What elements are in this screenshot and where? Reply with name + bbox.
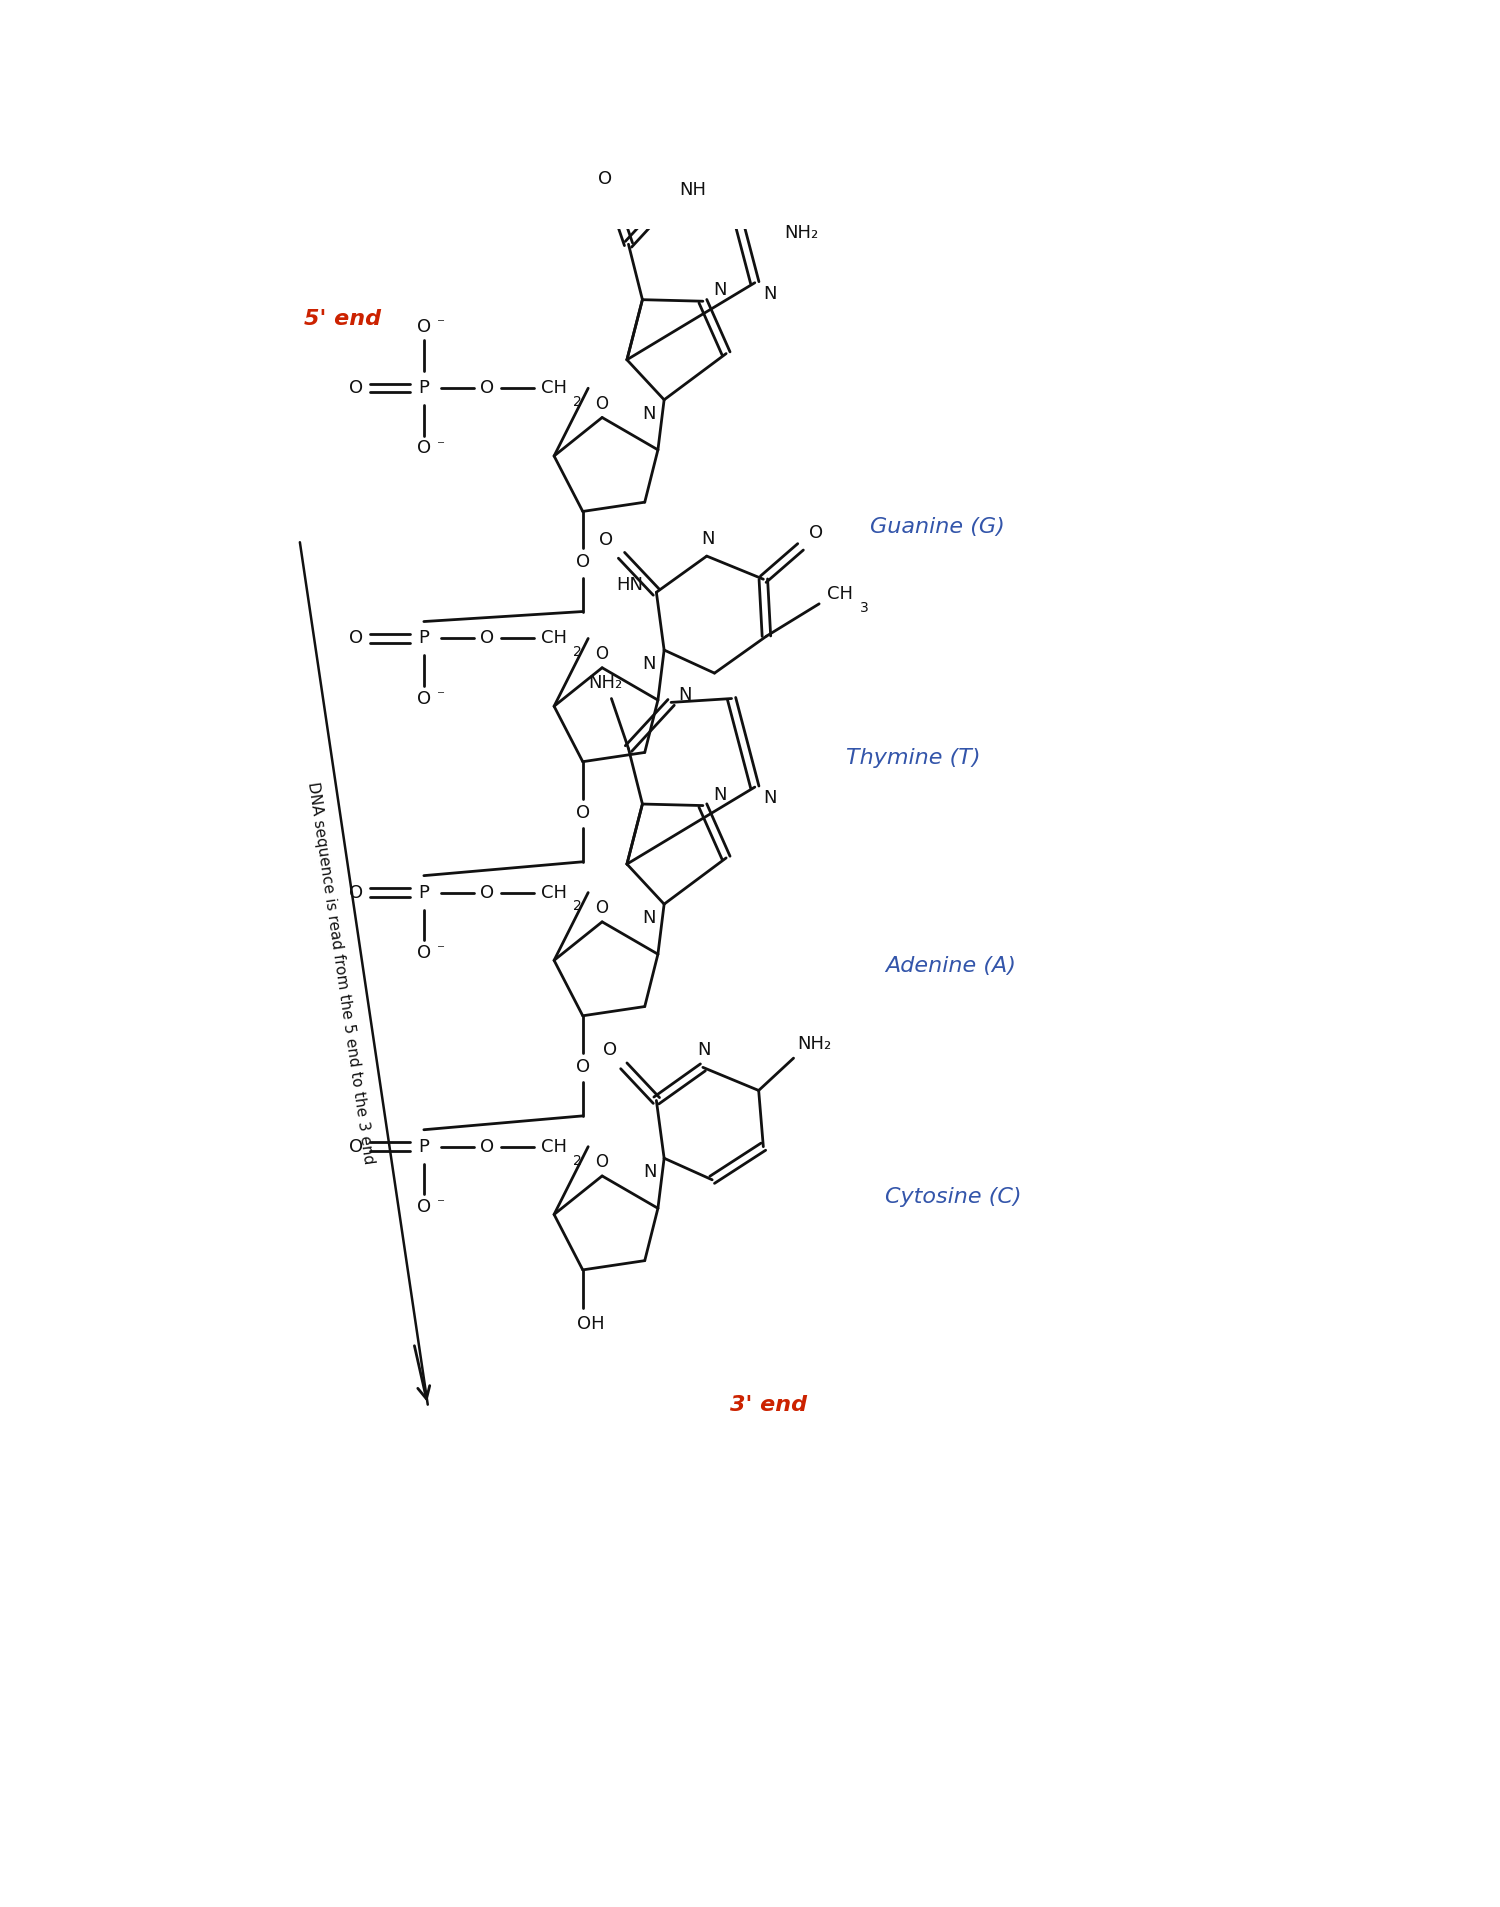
Text: Guanine (G): Guanine (G) [870,517,1005,538]
Text: N: N [642,910,656,927]
Text: 2: 2 [573,395,582,410]
Text: N: N [712,786,726,803]
Text: O: O [417,318,430,336]
Text: CH: CH [542,379,567,397]
Text: Adenine (A): Adenine (A) [885,955,1016,976]
Text: N: N [764,789,777,807]
Text: O: O [598,530,613,549]
Text: O: O [576,1058,590,1076]
Text: ⁻: ⁻ [436,1196,445,1211]
Text: N: N [678,687,692,704]
Text: 2: 2 [573,645,582,660]
Text: Cytosine (C): Cytosine (C) [885,1186,1022,1207]
Text: OH: OH [576,1314,604,1333]
Text: CH: CH [542,883,567,902]
Text: O: O [348,629,363,648]
Text: 3' end: 3' end [730,1394,807,1415]
Text: NH: NH [680,181,706,200]
Text: NH₂: NH₂ [784,223,819,242]
Text: O: O [603,1041,616,1060]
Text: N: N [642,404,656,423]
Text: ⁻: ⁻ [436,688,445,704]
Text: O: O [480,1138,495,1156]
Text: O: O [417,690,430,707]
Text: O: O [417,944,430,961]
Text: CH: CH [827,585,854,603]
Text: Thymine (T): Thymine (T) [846,748,981,769]
Text: O: O [598,170,612,187]
Text: CH: CH [542,629,567,648]
Text: N: N [698,1041,711,1060]
Text: NH₂: NH₂ [588,675,622,692]
Text: CH: CH [542,1138,567,1156]
Text: DNA sequence is read from the 5 end to the 3 end: DNA sequence is read from the 5 end to t… [304,782,376,1165]
Text: O: O [576,803,590,822]
Text: ⁻: ⁻ [436,439,445,452]
Text: P: P [419,629,429,648]
Text: 2: 2 [573,900,582,913]
Text: O: O [348,1138,363,1156]
Text: O: O [417,439,430,458]
Text: N: N [712,282,726,299]
Text: NH₂: NH₂ [798,1036,831,1053]
Text: O: O [480,883,495,902]
Text: O: O [808,524,824,542]
Text: O: O [480,379,495,397]
Text: O: O [417,1198,430,1217]
Text: P: P [419,379,429,397]
Text: O: O [576,553,590,572]
Text: N: N [764,284,777,303]
Text: O: O [596,1154,609,1171]
Text: ⁻: ⁻ [436,317,445,332]
Text: O: O [348,883,363,902]
Text: O: O [480,629,495,648]
Text: HN: HN [615,576,642,593]
Text: P: P [419,883,429,902]
Text: N: N [642,654,656,673]
Text: O: O [596,898,609,917]
Text: O: O [596,395,609,412]
Text: 2: 2 [573,1154,582,1167]
Text: N: N [644,1163,657,1180]
Text: 3: 3 [859,601,868,614]
Text: P: P [419,1138,429,1156]
Text: N: N [702,530,715,547]
Text: O: O [596,645,609,664]
Text: O: O [348,379,363,397]
Text: 5' end: 5' end [303,309,381,328]
Text: ⁻: ⁻ [436,942,445,957]
